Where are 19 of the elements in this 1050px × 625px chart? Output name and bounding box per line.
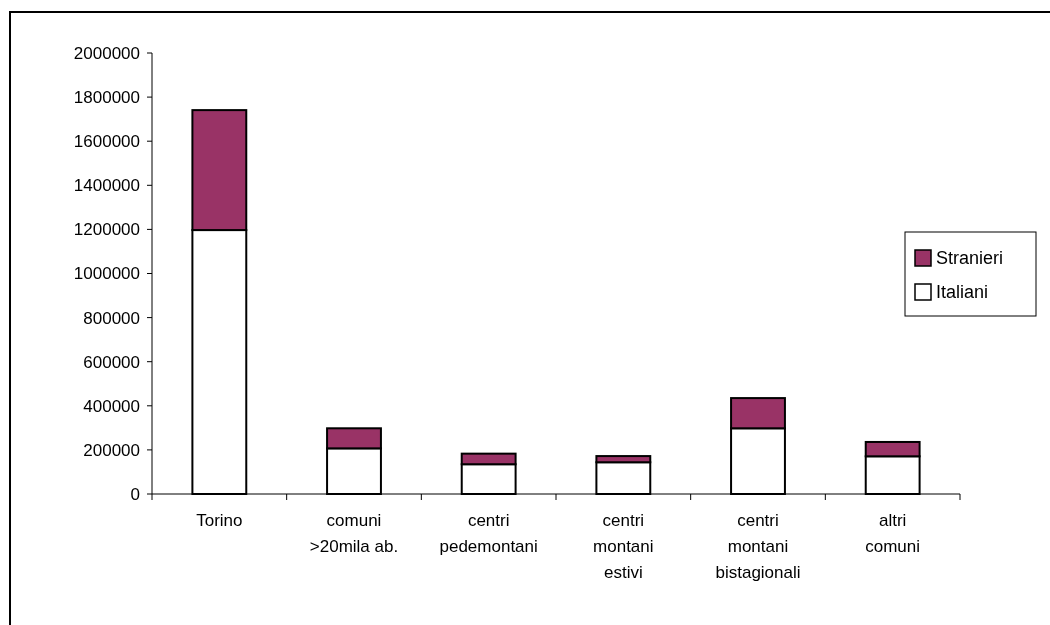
y-tick-label: 1000000 [73,264,140,284]
y-tick-label: 600000 [83,352,140,372]
y-tick-label: 1200000 [73,220,140,240]
x-tick-label: centri pedemontani [439,511,538,556]
x-tick-label: centri montani bistagionali [715,511,801,582]
y-tick-label: 800000 [83,308,140,328]
legend-label: Italiani [936,282,989,302]
y-tick-label: 1800000 [73,88,140,108]
y-tick-label: 0 [130,484,140,504]
x-tick-label: Torino [196,511,243,530]
x-tick-label: altri comuni [865,511,921,556]
y-tick-label: 1600000 [73,132,140,152]
legend-label: Stranieri [936,248,1004,268]
x-tick-label: comuni >20mila ab. [309,511,399,556]
x-tick-label: centri montani estivi [593,511,654,582]
y-tick-label: 1400000 [73,176,140,196]
y-tick-label: 200000 [83,440,140,460]
y-tick-label: 400000 [83,396,140,416]
y-tick-label: 2000000 [73,43,140,63]
